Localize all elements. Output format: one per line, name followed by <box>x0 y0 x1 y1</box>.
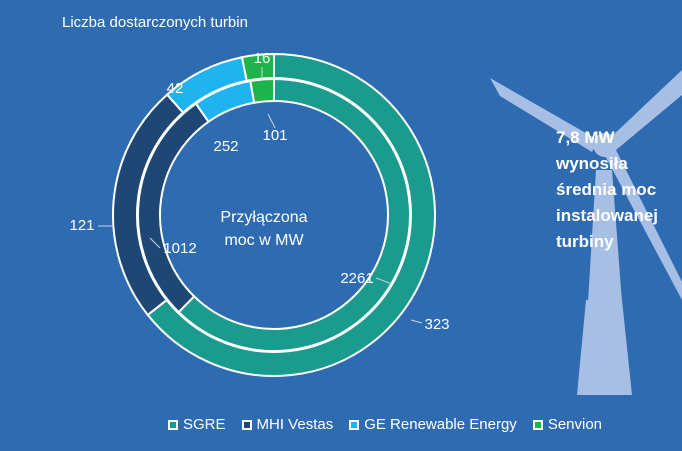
inner-data-label-sgre: 2261 <box>340 270 373 287</box>
label-leader-line <box>267 113 276 129</box>
stat-line: średnia moc <box>556 180 657 199</box>
legend-label: GE Renewable Energy <box>364 416 517 433</box>
stat-line: instalowanej <box>556 206 659 225</box>
legend-label: MHI Vestas <box>256 416 334 433</box>
legend-label: Senvion <box>547 416 603 433</box>
legend-item-ge-renewable-energy: GE Renewable Energy <box>349 416 517 433</box>
label-leader-line <box>375 277 393 285</box>
legend-item-sgre: SGRE <box>168 416 226 433</box>
turbine-blade <box>602 150 682 300</box>
inner-ring-slice-senvion <box>249 77 275 104</box>
turbine-hub <box>593 133 617 157</box>
outer-data-label-sgre: 323 <box>424 316 449 333</box>
stat-line: 7,8 MW <box>556 128 615 147</box>
turbine-tower <box>577 300 632 395</box>
legend-swatch <box>168 419 178 430</box>
inner-data-label-mhi-vestas: 1012 <box>163 240 196 257</box>
legend-item-senvion: Senvion <box>532 416 603 433</box>
center-label: Przyłączona moc w MW <box>220 209 307 249</box>
center-label-line: Przyłączona <box>220 209 307 226</box>
page-title: Liczba dostarczonych turbin <box>62 14 248 31</box>
legend-swatch <box>349 419 360 430</box>
stat-line: turbiny <box>556 232 614 251</box>
label-leader-line <box>410 319 423 324</box>
legend-item-mhi-vestas: MHI Vestas <box>241 416 334 433</box>
outer-data-label-ge-renewable-energy: 42 <box>167 80 184 97</box>
data-labels: 323 121 42 16 2261 1012 252 101 <box>69 50 449 333</box>
chart-legend: SGRE MHI Vestas GE Renewable Energy Senv… <box>168 416 602 433</box>
center-label-line: moc w MW <box>224 232 304 249</box>
average-power-stat: 7,8 MW wynosiła średnia moc instalowanej… <box>556 125 680 255</box>
legend-label: SGRE <box>183 416 226 433</box>
outer-data-label-mhi-vestas: 121 <box>69 217 94 234</box>
outer-data-label-senvion: 16 <box>254 50 271 67</box>
turbine-tower-upper <box>588 170 622 302</box>
label-leader-line <box>149 237 161 249</box>
legend-swatch <box>241 419 252 430</box>
inner-data-label-senvion: 101 <box>262 127 287 144</box>
turbine-blade <box>610 70 682 150</box>
donut-chart <box>112 52 436 377</box>
inner-data-label-ge-renewable-energy: 252 <box>213 138 238 155</box>
turbine-blade <box>490 78 598 152</box>
legend-swatch <box>532 419 543 430</box>
wind-turbine-illustration <box>490 70 682 395</box>
stat-line: wynosiła <box>556 154 628 173</box>
